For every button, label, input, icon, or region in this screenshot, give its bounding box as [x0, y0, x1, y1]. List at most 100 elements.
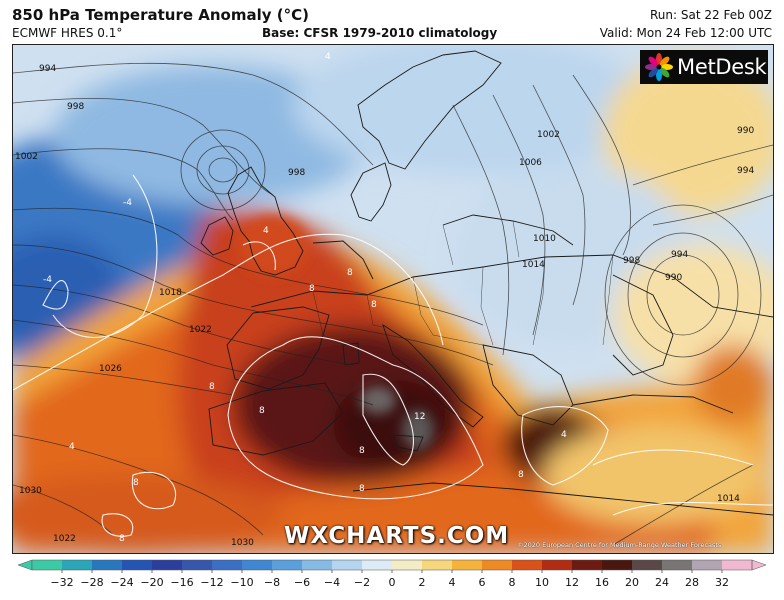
valid-time-label: Valid: Mon 24 Feb 12:00 UTC — [599, 26, 772, 40]
isobar-label: 1014 — [522, 260, 545, 270]
scale-swatch — [212, 560, 243, 570]
isobar-label: 1026 — [99, 364, 122, 374]
isobars — [13, 62, 773, 546]
scale-swatch — [452, 560, 483, 570]
scale-swatch — [332, 560, 363, 570]
scale-tick-label: 20 — [625, 576, 639, 589]
scale-tick-label: 24 — [655, 576, 669, 589]
scale-swatch — [32, 560, 63, 570]
anomaly-map[interactable]: 994 998 1002 1018 1022 1026 1030 1022 10… — [12, 44, 774, 554]
scale-swatch — [272, 560, 303, 570]
scale-tick-label: 6 — [479, 576, 486, 589]
scale-tick-label: 2 — [419, 576, 426, 589]
isobar-label: 1022 — [189, 325, 212, 335]
scale-arrow-left — [17, 559, 33, 571]
isobar-label: 1002 — [15, 152, 38, 162]
scale-swatch — [572, 560, 603, 570]
scale-swatch — [422, 560, 453, 570]
isobar-label: 1010 — [533, 234, 556, 244]
isobar-label: 994 — [39, 64, 56, 74]
scale-swatch — [662, 560, 693, 570]
scale-tick-label: 8 — [509, 576, 516, 589]
isobar-label: 1002 — [537, 130, 560, 140]
contour-label: 8 — [359, 446, 365, 456]
scale-tick-label: −16 — [170, 576, 193, 589]
scale-tick-label: −20 — [140, 576, 163, 589]
header: 850 hPa Temperature Anomaly (°C) ECMWF H… — [0, 0, 784, 44]
scale-swatch — [482, 560, 513, 570]
contour-label: 8 — [518, 470, 524, 480]
scale-arrow-right — [751, 559, 767, 571]
contour-labels: 4 -4 -4 4 8 8 8 8 8 12 8 8 4 8 8 4 8 — [43, 52, 567, 544]
scale-tick-label: −6 — [294, 576, 310, 589]
contour-label: 4 — [69, 442, 75, 452]
scale-tick-label: −2 — [354, 576, 370, 589]
scale-tick-label: −24 — [110, 576, 133, 589]
contour-label: 8 — [371, 300, 377, 310]
scale-tick-label: 10 — [535, 576, 549, 589]
isobar-label: 990 — [737, 126, 754, 136]
chart-title: 850 hPa Temperature Anomaly (°C) — [12, 6, 309, 24]
scale-swatch — [122, 560, 153, 570]
isobar-label: 1018 — [159, 288, 182, 298]
contour-label: 4 — [263, 226, 269, 236]
scale-swatch — [362, 560, 393, 570]
scale-swatch — [152, 560, 183, 570]
contour-label: -4 — [123, 198, 132, 208]
scale-swatch — [632, 560, 663, 570]
isobar-label: 998 — [67, 102, 84, 112]
contour-label: 8 — [209, 382, 215, 392]
contour-label: -4 — [43, 275, 52, 285]
scale-swatch — [302, 560, 333, 570]
watermark: WXCHARTS.COM — [284, 523, 510, 549]
scale-swatch — [62, 560, 93, 570]
contour-label: 8 — [347, 268, 353, 278]
scale-swatch — [542, 560, 573, 570]
scale-tick-label: −4 — [324, 576, 340, 589]
isobar-label: 1022 — [53, 534, 76, 544]
isobar-label: 998 — [288, 168, 305, 178]
logo-text: MetDesk — [677, 55, 767, 79]
isobar-label: 1030 — [231, 538, 254, 548]
contour-label: 8 — [359, 484, 365, 494]
scale-swatch — [242, 560, 273, 570]
contour-label: 8 — [259, 406, 265, 416]
contour-label: 12 — [414, 412, 425, 422]
scale-tick-label: −8 — [264, 576, 280, 589]
scale-tick-label: 28 — [685, 576, 699, 589]
isobar-label: 994 — [671, 250, 688, 260]
scale-tick-label: −28 — [80, 576, 103, 589]
scale-swatch — [692, 560, 723, 570]
isobar-label: 1006 — [519, 158, 542, 168]
contour-label: 8 — [309, 284, 315, 294]
color-scale: −32 −28 −24 −20 −16 −12 −10 −8 −6 −4 −2 0 2 4 6 8 10 12 16… — [17, 559, 767, 589]
isobar-labels: 994 998 1002 1018 1022 1026 1030 1022 10… — [15, 64, 754, 548]
base-climatology-label: Base: CFSR 1979-2010 climatology — [262, 26, 498, 40]
scale-tick-label: 12 — [565, 576, 579, 589]
scale-swatch — [392, 560, 423, 570]
anomaly-field — [13, 45, 773, 553]
metdesk-logo: MetDesk — [640, 50, 768, 84]
scale-swatch — [182, 560, 213, 570]
scale-swatch — [722, 560, 753, 570]
scale-tick-label: −32 — [50, 576, 73, 589]
isobar-label: 1014 — [717, 494, 740, 504]
isobar-label: 990 — [665, 273, 682, 283]
scale-swatch — [512, 560, 543, 570]
scale-tick-label: −10 — [230, 576, 253, 589]
scale-swatch — [602, 560, 633, 570]
temperature-contours — [13, 174, 773, 537]
model-label: ECMWF HRES 0.1° — [12, 26, 123, 40]
scale-tick-label: −12 — [200, 576, 223, 589]
run-time-label: Run: Sat 22 Feb 00Z — [650, 8, 772, 22]
copyright-notice: ©2020 European Centre for Medium-Range W… — [517, 541, 722, 549]
land-outlines — [200, 50, 773, 516]
scale-tick-label: 32 — [715, 576, 729, 589]
contour-label: 8 — [119, 534, 125, 544]
scale-tick-label: 0 — [389, 576, 396, 589]
flower-logo-icon — [645, 53, 673, 81]
contour-label: 8 — [133, 478, 139, 488]
isobar-label: 1030 — [19, 486, 42, 496]
scale-swatch — [92, 560, 123, 570]
scale-tick-label: 4 — [449, 576, 456, 589]
